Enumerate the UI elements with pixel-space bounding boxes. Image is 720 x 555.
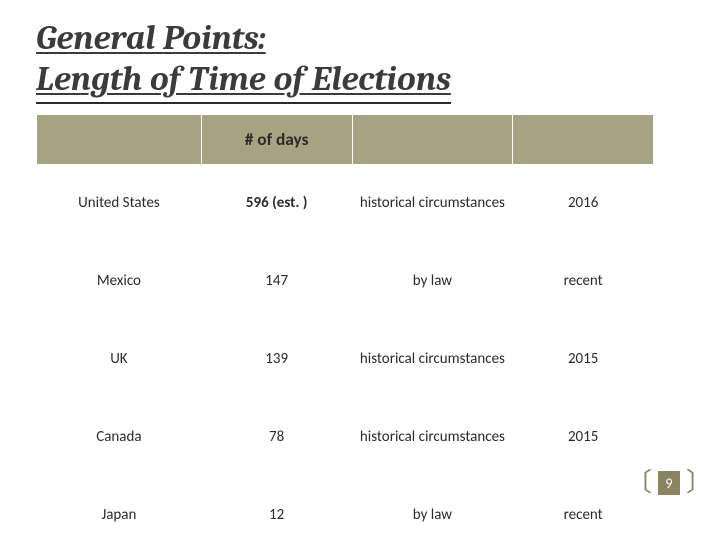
- table-body: United States 596 (est. ) historical cir…: [37, 164, 654, 554]
- cell-days: 78: [201, 398, 352, 476]
- col-header-country: [37, 114, 202, 164]
- cell-days: 147: [201, 242, 352, 320]
- col-header-basis: [352, 114, 513, 164]
- cell-basis: historical circumstances: [352, 398, 513, 476]
- cell-basis: historical circumstances: [352, 320, 513, 398]
- title-line-1: General Points:: [36, 18, 266, 58]
- col-header-year: [513, 114, 654, 164]
- table-row: UK 139 historical circumstances 2015: [37, 320, 654, 398]
- cell-days: 12: [201, 476, 352, 554]
- slide-title: General Points: Length of Time of Electi…: [36, 18, 451, 104]
- cell-basis: by law: [352, 476, 513, 554]
- cell-year: 2016: [513, 164, 654, 242]
- cell-basis: by law: [352, 242, 513, 320]
- col-header-days: # of days: [201, 114, 352, 164]
- table-row: United States 596 (est. ) historical cir…: [37, 164, 654, 242]
- cell-country: United States: [37, 164, 202, 242]
- table-header-row: # of days: [37, 114, 654, 164]
- bracket-right-icon: 〕: [686, 470, 712, 496]
- table-row: Mexico 147 by law recent: [37, 242, 654, 320]
- page-number: 〔 9 〕: [626, 470, 712, 496]
- cell-year: 2015: [513, 320, 654, 398]
- title-line-2: Length of Time of Elections: [36, 59, 451, 99]
- cell-country: Canada: [37, 398, 202, 476]
- page-number-box: 9: [658, 471, 680, 495]
- cell-country: Japan: [37, 476, 202, 554]
- cell-days: 139: [201, 320, 352, 398]
- table-row: Japan 12 by law recent: [37, 476, 654, 554]
- table-row: Canada 78 historical circumstances 2015: [37, 398, 654, 476]
- cell-basis: historical circumstances: [352, 164, 513, 242]
- cell-country: UK: [37, 320, 202, 398]
- cell-days: 596 (est. ): [201, 164, 352, 242]
- election-length-table: # of days United States 596 (est. ) hist…: [36, 114, 654, 555]
- cell-country: Mexico: [37, 242, 202, 320]
- cell-year: 2015: [513, 398, 654, 476]
- cell-year: recent: [513, 242, 654, 320]
- bracket-left-icon: 〔: [626, 470, 652, 496]
